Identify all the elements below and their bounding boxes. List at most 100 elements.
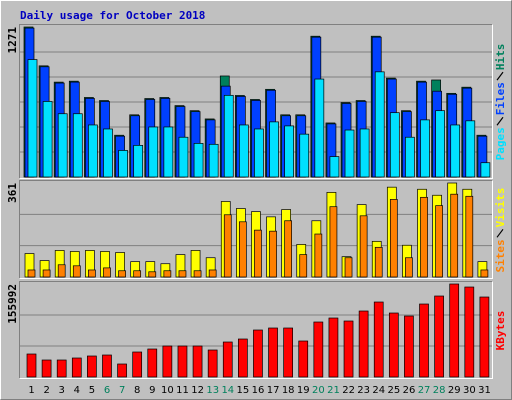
x-tick-label: 31 bbox=[478, 385, 491, 396]
bar bbox=[389, 199, 398, 278]
bar bbox=[41, 359, 52, 378]
panel-frame bbox=[19, 180, 493, 279]
bar bbox=[269, 230, 277, 278]
bar bbox=[193, 270, 202, 278]
bar bbox=[420, 196, 428, 278]
bar bbox=[103, 128, 113, 178]
bar bbox=[27, 269, 36, 278]
x-tick-label: 21 bbox=[327, 385, 340, 396]
legend-entry: Files bbox=[494, 82, 507, 115]
x-tick-label: 16 bbox=[252, 385, 265, 396]
bar bbox=[118, 150, 128, 178]
x-tick-label: 22 bbox=[342, 385, 355, 396]
bar bbox=[207, 349, 218, 378]
bar bbox=[269, 121, 279, 178]
panel-frame bbox=[19, 180, 493, 279]
bar bbox=[344, 129, 355, 178]
bar bbox=[208, 269, 217, 278]
legend-entry: Sites bbox=[494, 239, 507, 272]
bar bbox=[268, 327, 278, 378]
bar bbox=[450, 193, 459, 278]
bar bbox=[480, 162, 491, 178]
bar bbox=[465, 195, 474, 278]
x-tick-label: 8 bbox=[134, 385, 140, 396]
bar bbox=[192, 345, 203, 378]
y-tick-label: 1271 bbox=[6, 27, 19, 54]
bar bbox=[239, 221, 247, 278]
legend-separator bbox=[496, 228, 504, 238]
panel-frame bbox=[19, 281, 493, 379]
bar bbox=[88, 124, 98, 178]
bar bbox=[72, 113, 83, 178]
bar bbox=[71, 357, 82, 378]
legend-entry: KBytes bbox=[494, 311, 507, 351]
bar bbox=[254, 229, 262, 278]
bar bbox=[329, 156, 340, 178]
bar bbox=[118, 270, 126, 278]
bar bbox=[450, 124, 461, 178]
x-tick-label: 23 bbox=[357, 385, 370, 396]
x-tick-label: 18 bbox=[282, 385, 295, 396]
y-tick-label: 361 bbox=[6, 183, 19, 203]
bar bbox=[132, 351, 143, 378]
bar bbox=[314, 78, 325, 178]
bar bbox=[464, 286, 475, 378]
x-tick-label: 9 bbox=[149, 385, 155, 396]
x-tick-label: 7 bbox=[119, 385, 125, 396]
bar bbox=[163, 270, 172, 278]
bar bbox=[405, 257, 413, 278]
x-tick-label: 15 bbox=[237, 385, 250, 396]
bar bbox=[238, 338, 248, 378]
bar bbox=[254, 128, 264, 178]
bar bbox=[133, 145, 144, 178]
bar bbox=[117, 363, 127, 378]
bar bbox=[359, 128, 370, 178]
bar bbox=[405, 136, 415, 178]
bar bbox=[480, 269, 489, 278]
x-tick-label: 24 bbox=[372, 385, 385, 396]
x-tick-label: 27 bbox=[418, 385, 431, 396]
panel-frame bbox=[19, 24, 493, 179]
x-tick-label: 2 bbox=[43, 385, 49, 396]
x-tick-label: 26 bbox=[403, 385, 416, 396]
bar bbox=[420, 119, 430, 178]
bar bbox=[178, 136, 189, 178]
bar bbox=[329, 206, 338, 278]
x-tick-label: 13 bbox=[206, 385, 219, 396]
x-tick-label: 17 bbox=[267, 385, 280, 396]
x-tick-label: 4 bbox=[74, 385, 80, 396]
x-tick-label: 5 bbox=[89, 385, 95, 396]
bar bbox=[162, 345, 173, 378]
bar bbox=[178, 270, 187, 278]
bar bbox=[298, 340, 309, 378]
x-tick-label: 20 bbox=[312, 385, 325, 396]
bar bbox=[344, 257, 353, 278]
bar bbox=[374, 246, 383, 278]
bar bbox=[222, 341, 233, 378]
bar bbox=[147, 348, 158, 378]
x-tick-label: 30 bbox=[463, 385, 476, 396]
bar bbox=[42, 101, 53, 178]
bar bbox=[404, 315, 414, 378]
bar bbox=[26, 353, 37, 378]
bar bbox=[27, 59, 38, 178]
bar bbox=[358, 310, 369, 378]
bar bbox=[223, 214, 232, 278]
bar bbox=[72, 265, 81, 278]
bar bbox=[239, 124, 249, 178]
x-tick-label: 14 bbox=[221, 385, 234, 396]
bar bbox=[148, 271, 157, 278]
bar bbox=[56, 359, 67, 378]
bar bbox=[42, 269, 51, 278]
bar bbox=[434, 295, 444, 378]
bar bbox=[57, 264, 66, 278]
chart-title: Daily usage for October 2018 bbox=[20, 9, 205, 22]
panel-frame bbox=[19, 24, 493, 179]
y-tick-label: 155992 bbox=[6, 284, 19, 324]
bar bbox=[87, 355, 97, 378]
bar bbox=[133, 270, 142, 278]
x-tick-label: 19 bbox=[297, 385, 310, 396]
legend-entry: Pages bbox=[494, 127, 507, 160]
